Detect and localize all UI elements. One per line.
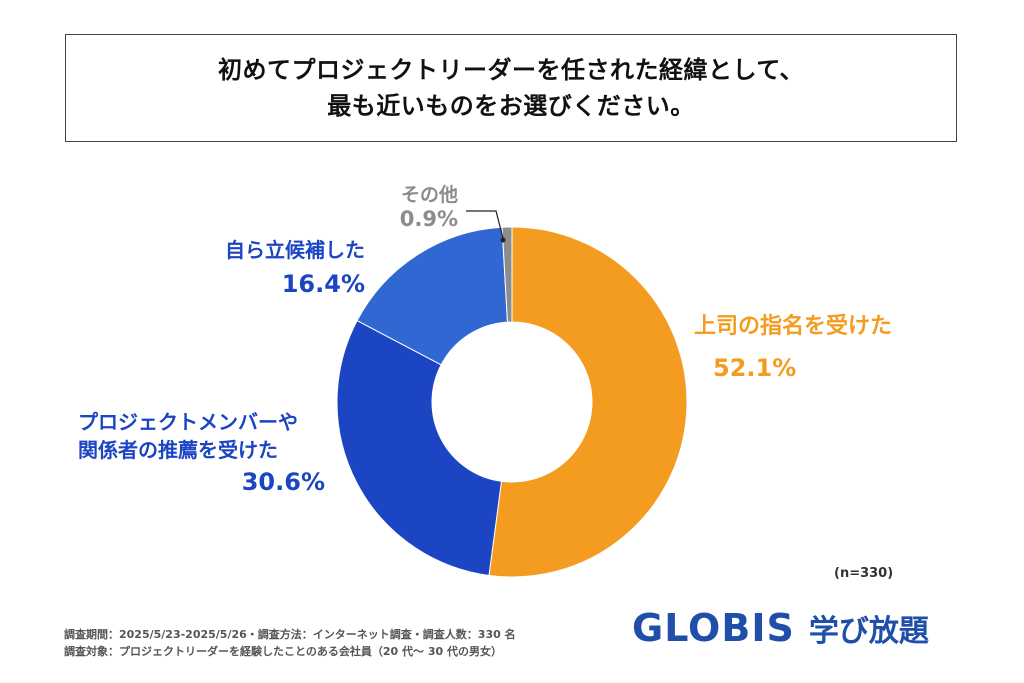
leader-line-other: [466, 210, 504, 239]
label-slice-0-name: 上司の指名を受けた: [694, 313, 892, 339]
title-line-1: 初めてプロジェクトリーダーを任された経緯として、: [217, 56, 805, 84]
label-slice-3-name: その他: [401, 183, 458, 206]
sample-size-note: (n=330): [834, 566, 894, 581]
label-slice-1-value: 30.6%: [242, 468, 325, 496]
footer-survey-period: 調査期間：2025/5/23-2025/5/26・調査方法：インターネット調査・…: [64, 628, 516, 641]
globis-logo: GLOBIS 学び放題: [632, 606, 929, 650]
label-slice-0-value: 52.1%: [713, 354, 796, 382]
donut-slice-2: [356, 226, 509, 366]
label-slice-3-value: 0.9%: [400, 207, 458, 231]
label-slice-1-name-line1: プロジェクトメンバーや: [78, 410, 298, 434]
title-line-2: 最も近いものをお選びください。: [327, 92, 695, 120]
label-slice-2-name: 自ら立候補した: [225, 238, 365, 262]
footer-survey-target: 調査対象：プロジェクトリーダーを経験したことのある会社員（20 代～ 30 代の…: [64, 645, 502, 658]
logo-main-text: GLOBIS: [632, 606, 795, 650]
label-slice-2-value: 16.4%: [282, 270, 365, 298]
question-title-box: 初めてプロジェクトリーダーを任された経緯として、 最も近いものをお選びください。: [65, 34, 957, 142]
donut-slice-1: [336, 319, 503, 577]
donut-slice-3: [501, 226, 513, 323]
leader-dot-other: [500, 237, 506, 243]
logo-sub-text: 学び放題: [808, 614, 929, 649]
label-slice-1-name-line2: 関係者の推薦を受けた: [78, 438, 278, 462]
donut-slice-0: [488, 226, 688, 578]
